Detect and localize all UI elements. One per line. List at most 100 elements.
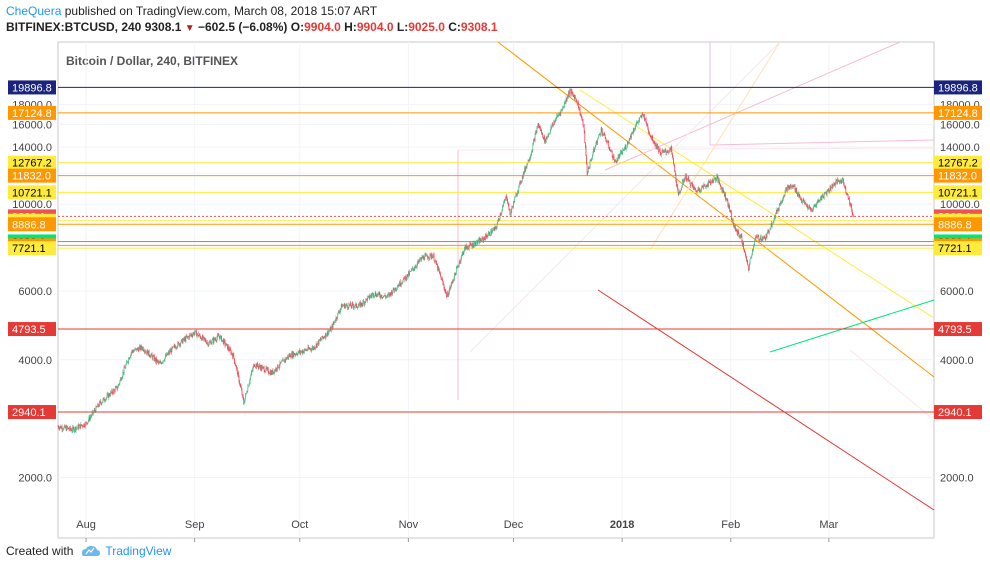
candle-body [622,150,624,153]
candle-body [326,334,327,337]
candle-body [333,321,335,324]
trend-drawings[interactable] [457,41,935,511]
candle-body [307,350,308,351]
pink-fan-line[interactable] [604,41,901,171]
price-level-badge[interactable] [934,241,982,256]
price-level-badge[interactable] [934,405,982,420]
candle-body [348,304,350,309]
red-trendline[interactable] [597,289,935,511]
price-level-badge[interactable] [934,168,982,183]
candle-body [255,364,257,367]
candle-body [239,382,240,385]
candle-body [815,205,816,206]
pink-fan-line[interactable] [709,139,935,146]
candle-body [672,152,673,156]
price-level-badge[interactable] [8,185,56,200]
candle-body [828,190,830,191]
pink-box-line[interactable] [457,147,935,151]
candle-body [344,305,346,309]
candle-body [99,401,101,402]
candle-body [139,346,141,350]
candle-body [804,201,806,205]
candle-body [809,207,811,210]
price-level-badge[interactable] [8,322,56,337]
pink-fan-line[interactable] [849,349,935,421]
candle-body [812,210,813,212]
chart-header: CheQuera published on TradingView.com, M… [6,3,986,37]
candle-body [85,422,87,423]
candle-body [159,361,161,364]
candle-body [518,185,520,192]
candle-body [749,263,750,269]
price-level-badge[interactable] [8,105,56,120]
candle-body [528,159,530,162]
price-level-badge[interactable] [934,185,982,200]
candle-body [568,92,570,95]
candle-body [699,188,701,192]
candle-body [795,190,796,192]
candle-body [555,120,556,121]
candle-body [101,402,103,405]
candle-body [837,179,839,181]
candle-body [347,305,349,308]
candle-body [278,366,280,368]
candle-body [436,264,438,266]
candle-body [243,398,245,404]
cloud-icon [82,546,101,556]
price-level-badge[interactable] [8,80,56,95]
candle-body [151,353,152,356]
candle-body [732,218,733,220]
candle-body [157,360,159,362]
candle-body [658,146,659,152]
candle-body [418,259,420,263]
candle-body [735,227,736,231]
green-trendline[interactable] [769,299,935,353]
light-orange-fan-line[interactable] [649,41,781,251]
price-level-badge[interactable] [934,105,982,120]
yellow-trendline[interactable] [579,89,935,319]
price-level-badge[interactable] [934,217,982,232]
candle-body [694,187,695,189]
author-link[interactable]: CheQuera [6,4,62,18]
right-price-axis[interactable]: 2000.04000.06000.08000.010000.012000.014… [934,80,982,484]
candle-body [544,136,545,142]
candle-body [464,246,466,248]
candle-body [545,137,547,143]
candle-body [402,282,403,284]
price-level-badge[interactable] [8,405,56,420]
candle-body [257,363,259,366]
candle-body [835,180,837,184]
candle-body [479,238,480,243]
candle-body [136,348,138,351]
price-level-badge[interactable] [934,322,982,337]
candle-body [294,353,295,355]
tradingview-link[interactable]: TradingView [79,544,171,558]
price-level-badge[interactable] [934,155,982,170]
candle-body [570,90,572,95]
orange-trendline[interactable] [497,41,935,378]
candle-body [347,307,349,309]
footer: Created with TradingView [6,544,171,558]
candle-body [512,206,513,208]
horizontal-levels[interactable] [58,86,934,413]
candle-body [493,228,495,230]
candle-body [647,125,649,130]
left-price-axis[interactable]: 2000.04000.06000.08000.010000.012000.014… [8,80,56,484]
candle-body [449,286,451,290]
candle-body [487,235,489,237]
candle-body [427,258,429,259]
price-level-badge[interactable] [8,168,56,183]
candle-body [704,185,706,187]
time-axis[interactable]: Aug Sep Oct Nov Dec 2018 Feb Mar [76,519,839,542]
price-level-badge[interactable] [8,217,56,232]
pink-fan-line[interactable] [469,41,781,353]
price-level-label: 4793.5 [938,324,972,336]
price-level-badge[interactable] [934,80,982,95]
x-tick-label: Dec [504,519,524,531]
price-level-badge[interactable] [8,155,56,170]
candle-body [186,336,188,338]
price-level-badge[interactable] [8,241,56,256]
candle-body [709,181,711,183]
candle-body [350,303,351,307]
